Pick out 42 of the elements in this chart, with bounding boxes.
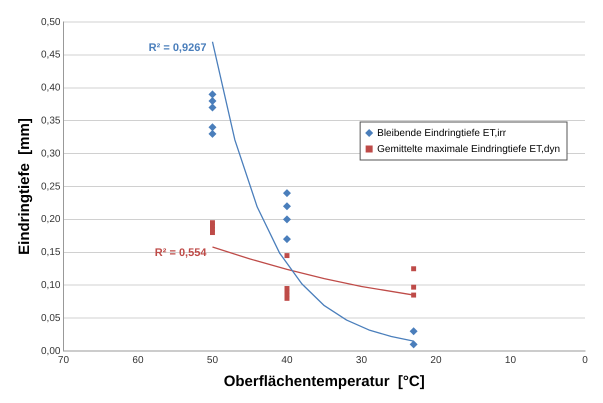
x-tick-label: 30	[356, 354, 368, 366]
x-tick-label: 70	[58, 354, 70, 366]
point	[208, 104, 216, 112]
y-tick-label: 0,05	[40, 312, 61, 324]
y-tick-label: 0,00	[40, 346, 61, 357]
point	[282, 189, 291, 198]
point	[208, 123, 216, 132]
point	[208, 130, 216, 138]
legend-label: Gemittelte maximale Eindringtiefe ET,dyn	[377, 144, 560, 155]
y-tick-label: 0,50	[40, 16, 61, 28]
y-axis-title: Eindringtiefe [mm]	[16, 118, 34, 255]
y-tick-label: 0,30	[40, 148, 61, 160]
point	[282, 202, 291, 210]
x-tick-label: 50	[206, 354, 218, 366]
y-tick-label: 0,15	[40, 247, 61, 258]
point	[410, 327, 418, 336]
point	[411, 266, 416, 272]
point	[282, 235, 291, 244]
annotation: R² = 0,9267	[148, 42, 206, 54]
point	[411, 284, 416, 290]
point	[282, 215, 291, 224]
x-tick-label: 60	[132, 354, 144, 366]
point	[410, 340, 418, 348]
point	[284, 296, 290, 301]
y-tick-label: 0,45	[40, 50, 61, 61]
point	[208, 96, 216, 105]
point	[208, 90, 216, 98]
x-tick-label: 40	[281, 354, 293, 366]
y-tick-label: 0,40	[40, 82, 61, 94]
point	[284, 253, 290, 258]
annotation: R² = 0,554	[154, 247, 208, 260]
point	[210, 230, 215, 236]
x-tick-label: 0	[582, 354, 588, 366]
x-axis-title: Oberflächentemperatur [°C]	[224, 373, 425, 390]
y-tick-label: 0,20	[40, 214, 61, 226]
y-tick-label: 0,35	[40, 115, 61, 126]
x-tick-label: 20	[430, 354, 442, 366]
point	[411, 292, 416, 298]
legend-label: Bleibende Eindringtiefe ET,irr	[377, 128, 507, 139]
x-tick-label: 10	[504, 354, 516, 366]
y-tick-label: 0,25	[40, 181, 61, 192]
y-tick-label: 0,10	[40, 280, 61, 291]
